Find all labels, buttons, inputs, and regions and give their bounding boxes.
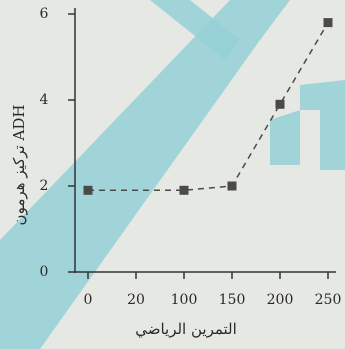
x-tick-label: 0 [84,292,93,308]
data-point [323,18,333,28]
data-point [227,181,237,191]
y-tick-label: 2 [40,178,49,194]
data-point [275,99,285,109]
y-tick-label: 4 [40,92,49,108]
y-tick-label: 6 [40,6,49,22]
x-tick-label: 250 [315,292,342,308]
x-tick-label: 200 [267,292,294,308]
y-tick-label: 0 [40,264,49,280]
y-axis-title: تركيز هرمون ADH [10,105,28,226]
x-axis-title: التمرين الرياضي [135,320,237,338]
x-tick-label: 150 [219,292,246,308]
x-tick-label: 100 [171,292,198,308]
x-tick-label: 20 [127,292,145,308]
data-point [83,185,93,195]
data-point [179,185,189,195]
